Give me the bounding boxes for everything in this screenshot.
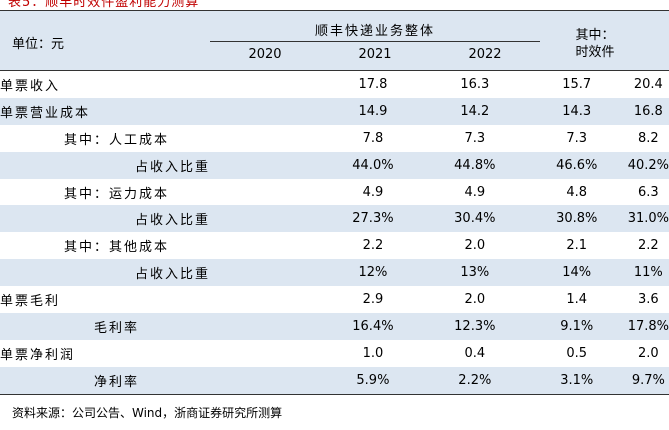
sub-header: 时效件 — [575, 45, 615, 60]
row-label: 净利率 — [94, 374, 140, 390]
year-header: 2020 — [248, 47, 282, 62]
value-cell: 7.3 — [566, 130, 588, 146]
year-header: 2021 — [358, 47, 392, 62]
row-label: 单票收入 — [0, 78, 61, 94]
value-cell: 14.3 — [562, 103, 592, 119]
table-row: 占收入比重 44.0% 44.8% 46.6% 40.2% — [0, 151, 669, 179]
table-row: 毛利率 16.4% 12.3% 9.1% 17.8% — [0, 313, 669, 340]
value-cell: 44.8% — [454, 157, 496, 173]
value-cell: 27.3% — [352, 211, 394, 227]
value-cell: 16.4% — [352, 318, 394, 334]
value-cell: 1.0 — [362, 345, 384, 361]
group-rule — [210, 41, 540, 42]
value-cell: 17.8 — [358, 76, 388, 92]
value-cell: 7.3 — [464, 130, 486, 146]
row-label: 单票净利润 — [0, 347, 76, 363]
table-row: 占收入比重 27.3% 30.4% 30.8% 31.0% — [0, 205, 669, 233]
row-label: 其中：人工成本 — [64, 132, 170, 148]
value-cell: 31.0% — [627, 211, 669, 227]
table-row: 占收入比重 12% 13% 14% 11% — [0, 259, 669, 287]
table-row: 其中：运力成本 4.9 4.9 4.8 6.3 — [0, 179, 669, 206]
data-table: 单票收入 17.8 16.3 15.7 20.4 单票营业成本 14.9 14.2 14.3 16… — [0, 70, 669, 395]
value-cell: 2.0 — [464, 238, 486, 254]
row-label: 占收入比重 — [135, 159, 211, 175]
table-row: 净利率 5.9% 2.2% 3.1% 9.7% — [0, 366, 669, 395]
value-cell: 14.9 — [358, 103, 388, 119]
value-cell: 7.8 — [362, 130, 384, 146]
row-label: 单票毛利 — [0, 294, 61, 310]
value-cell: 20.4 — [633, 76, 663, 92]
value-cell: 40.2% — [627, 157, 669, 173]
value-cell: 5.9% — [356, 372, 390, 388]
year-header: 2022 — [468, 47, 502, 62]
value-cell: 16.8 — [633, 103, 663, 119]
value-cell: 2.2 — [362, 238, 384, 254]
value-cell: 0.5 — [566, 345, 588, 361]
value-cell: 3.6 — [638, 292, 659, 308]
value-cell: 6.3 — [638, 184, 659, 200]
value-cell: 30.8% — [556, 211, 598, 227]
row-label: 其中：其他成本 — [64, 240, 170, 256]
value-cell: 15.7 — [562, 76, 592, 92]
value-cell: 14.2 — [460, 103, 490, 119]
table-row: 单票收入 17.8 16.3 15.7 20.4 — [0, 71, 669, 98]
value-cell: 2.0 — [638, 345, 659, 361]
value-cell: 2.0 — [464, 292, 486, 308]
value-cell: 0.4 — [464, 345, 486, 361]
group-header: 顺丰快递业务整体 — [314, 24, 435, 39]
table-row: 其中：其他成本 2.2 2.0 2.1 2.2 — [0, 232, 669, 259]
value-cell: 11% — [633, 265, 663, 281]
row-label: 单票营业成本 — [0, 105, 91, 121]
value-cell: 8.2 — [638, 130, 659, 146]
value-cell: 2.2% — [458, 372, 492, 388]
row-label: 占收入比重 — [135, 267, 211, 283]
value-cell: 9.7% — [631, 372, 665, 388]
value-cell: 4.9 — [362, 184, 384, 200]
table-row: 单票营业成本 14.9 14.2 14.3 16.8 — [0, 97, 669, 125]
header-band — [0, 10, 669, 71]
value-cell: 16.3 — [460, 76, 490, 92]
value-cell: 3.1% — [560, 372, 594, 388]
table-row: 单票净利润 1.0 0.4 0.5 2.0 — [0, 340, 669, 367]
sub-header: 其中： — [575, 28, 615, 43]
table-title: 表5：顺丰时效件盈利能力测算 — [8, 0, 200, 10]
row-label: 占收入比重 — [135, 213, 211, 229]
value-cell: 4.9 — [464, 184, 486, 200]
unit-label: 单位：元 — [12, 37, 65, 52]
row-label: 其中：运力成本 — [64, 186, 170, 202]
row-label: 毛利率 — [94, 320, 140, 336]
value-cell: 14% — [562, 265, 592, 281]
source-note: 资料来源：公司公告、Wind，浙商证券研究所测算 — [12, 406, 283, 420]
value-cell: 4.8 — [566, 184, 588, 200]
table-row: 其中：人工成本 7.8 7.3 7.3 8.2 — [0, 125, 669, 152]
value-cell: 12% — [358, 265, 388, 281]
value-cell: 12.3% — [454, 318, 496, 334]
table-row: 单票毛利 2.9 2.0 1.4 3.6 — [0, 286, 669, 313]
value-cell: 30.4% — [454, 211, 496, 227]
value-cell: 2.9 — [362, 292, 384, 308]
value-cell: 2.2 — [638, 238, 659, 254]
value-cell: 2.1 — [566, 238, 588, 254]
value-cell: 44.0% — [352, 157, 394, 173]
value-cell: 9.1% — [560, 318, 594, 334]
value-cell: 1.4 — [566, 292, 588, 308]
value-cell: 46.6% — [556, 157, 598, 173]
value-cell: 17.8% — [627, 318, 669, 334]
value-cell: 13% — [460, 265, 490, 281]
